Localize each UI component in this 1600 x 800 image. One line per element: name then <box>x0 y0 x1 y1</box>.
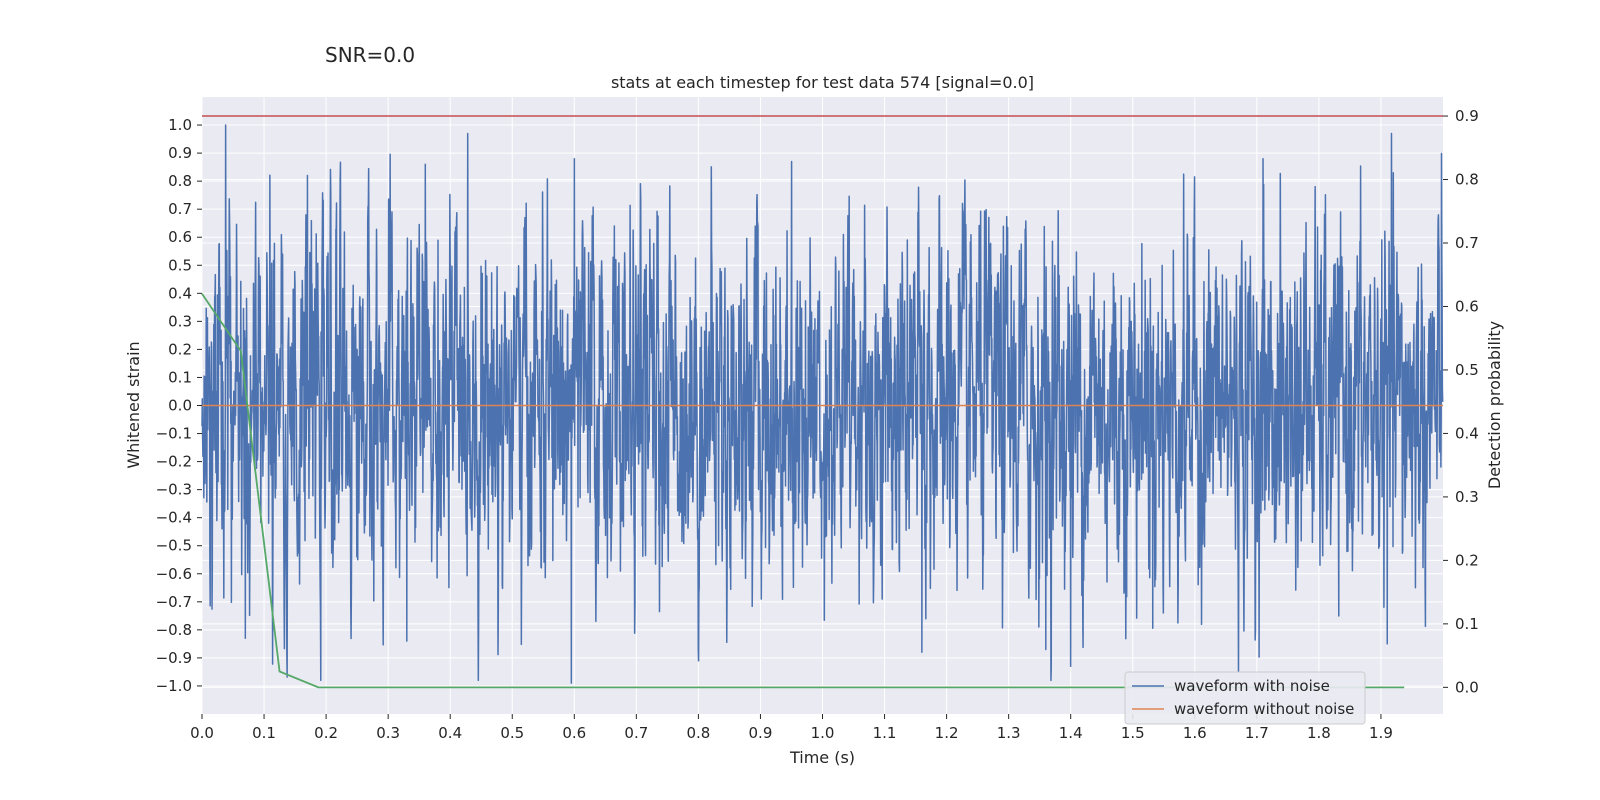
x-tick-label: 0.2 <box>314 724 338 742</box>
x-tick-label: 0.9 <box>749 724 773 742</box>
x-tick-label: 1.3 <box>997 724 1021 742</box>
series-line-waveform-with-noise <box>201 124 1444 684</box>
y-tick-label-right: 0.2 <box>1455 551 1479 569</box>
y-ticks-right: 0.9 0.8 0.7 0.6 0.5 0.4 0.3 0.2 0.1 0.0 <box>1443 107 1479 696</box>
x-tick-label: 0.6 <box>562 724 586 742</box>
y-tick-label-right: 0.6 <box>1455 297 1479 315</box>
x-tick-label: 0.0 <box>190 724 214 742</box>
legend-label-clean: waveform without noise <box>1174 700 1354 718</box>
y-tick-label-left: −0.8 <box>156 621 192 639</box>
x-tick-label: 0.4 <box>438 724 462 742</box>
y-tick-label-right: 0.0 <box>1455 678 1479 696</box>
x-tick-label: 1.4 <box>1059 724 1083 742</box>
y-tick-label-right: 0.1 <box>1455 615 1479 633</box>
y-tick-label-left: −0.4 <box>156 509 192 527</box>
y-tick-label-left: 0.7 <box>168 200 192 218</box>
y-tick-label-left: 1.0 <box>168 116 192 134</box>
x-tick-label: 1.0 <box>811 724 835 742</box>
y-tick-label-right: 0.5 <box>1455 361 1479 379</box>
x-tick-label: 0.8 <box>686 724 710 742</box>
x-tick-label: 1.7 <box>1245 724 1269 742</box>
y-tick-label-left: −0.2 <box>156 453 192 471</box>
x-tick-label: 1.8 <box>1307 724 1331 742</box>
y-tick-label-left: 0.3 <box>168 312 192 330</box>
y-tick-label-left: 0.8 <box>168 172 192 190</box>
suptitle: SNR=0.0 <box>325 43 415 67</box>
x-tick-label: 1.1 <box>873 724 897 742</box>
y-tick-label-left: −0.9 <box>156 649 192 667</box>
y-tick-label-left: 0.2 <box>168 340 192 358</box>
legend-box <box>1124 671 1366 725</box>
y-tick-label-left: 0.0 <box>168 397 192 415</box>
y-ticks-left: 1.0 0.9 0.8 0.7 0.6 0.5 0.4 0.3 0.2 0.1 0.0 −0.1 −0.… <box>156 116 202 695</box>
y-tick-label-left: 0.9 <box>168 144 192 162</box>
x-tick-label: 1.9 <box>1369 724 1393 742</box>
x-ticks: 0.0 0.1 0.2 0.3 0.4 0.5 0.6 0.7 0.8 0.9 1.0 1.1 1.2 1… <box>190 714 1393 742</box>
x-tick-label: 0.5 <box>500 724 524 742</box>
legend-label-noise: waveform with noise <box>1174 677 1330 695</box>
y-tick-label-right: 0.4 <box>1455 424 1479 442</box>
y-tick-label-left: −0.5 <box>156 537 192 555</box>
x-tick-label: 0.3 <box>376 724 400 742</box>
y-tick-label-left: −0.3 <box>156 481 192 499</box>
y-tick-label-right: 0.7 <box>1455 234 1479 252</box>
y-tick-label-left: 0.5 <box>168 256 192 274</box>
series-layer <box>201 115 1444 689</box>
chart-title: stats at each timestep for test data 574… <box>611 73 1034 92</box>
y-tick-label-left: 0.4 <box>168 284 192 302</box>
y-tick-label-left: 0.6 <box>168 228 192 246</box>
y-tick-label-left: −1.0 <box>156 677 192 695</box>
x-axis-label: Time (s) <box>789 748 855 767</box>
y-tick-label-right: 0.9 <box>1455 107 1479 125</box>
legend: waveform with noise waveform without noi… <box>1124 671 1366 725</box>
x-tick-label: 1.5 <box>1121 724 1145 742</box>
y-tick-label-left: 0.1 <box>168 368 192 386</box>
x-tick-label: 0.7 <box>624 724 648 742</box>
x-tick-label: 1.6 <box>1183 724 1207 742</box>
y-tick-label-left: −0.1 <box>156 425 192 443</box>
series-line-detection-probability <box>201 293 1405 689</box>
x-tick-label: 0.1 <box>252 724 276 742</box>
y-tick-label-right: 0.8 <box>1455 171 1479 189</box>
y-tick-label-left: −0.7 <box>156 593 192 611</box>
x-tick-label: 1.2 <box>935 724 959 742</box>
y-axis-label-right: Detection probability <box>1485 321 1504 489</box>
y-axis-label-left: Whitened strain <box>124 341 143 468</box>
y-tick-label-left: −0.6 <box>156 565 192 583</box>
y-tick-label-right: 0.3 <box>1455 488 1479 506</box>
